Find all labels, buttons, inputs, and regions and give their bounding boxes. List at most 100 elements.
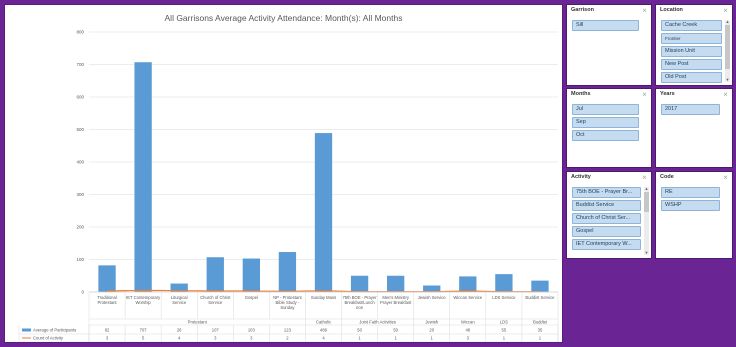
clear-filter-icon[interactable]: ⨯: [641, 175, 647, 181]
category-label: Men's Ministry Prayer Breakfast: [380, 295, 412, 305]
scrollbar[interactable]: ▲ ▼: [725, 20, 730, 82]
data-value-label: 4: [178, 336, 181, 341]
years-slicer: Years ⨯ 2017: [655, 88, 733, 168]
clear-filter-icon[interactable]: ⨯: [722, 175, 728, 181]
group-label: Protestant: [188, 320, 208, 325]
category-label: NP - Protestant Bible Study -Sunday: [273, 295, 302, 310]
slicer-item[interactable]: Frontier: [661, 33, 722, 44]
y-tick-label: 100: [76, 257, 84, 262]
slicer-item[interactable]: Oct: [572, 130, 639, 141]
y-tick-label: 300: [76, 192, 84, 197]
slicer-item[interactable]: Jul: [572, 104, 639, 115]
y-tick-label: 700: [76, 62, 84, 67]
scroll-up-icon[interactable]: ▲: [644, 186, 649, 191]
group-label: Jewish: [425, 320, 438, 325]
data-value-label: 26: [177, 328, 182, 333]
bar: [314, 133, 333, 292]
slicer-items: 2017: [661, 104, 720, 117]
slicer-item[interactable]: Church of Christ Ser...: [572, 213, 641, 224]
category-label: Church of Christ Service: [200, 295, 231, 305]
data-value-label: 707: [140, 328, 148, 333]
slicer-item[interactable]: WSHP: [661, 200, 720, 211]
data-value-label: 82: [105, 328, 110, 333]
slicer-title: Garrison: [571, 7, 594, 13]
series-line: [107, 289, 540, 293]
chart-title: All Garrisons Average Activity Attendanc…: [164, 13, 403, 23]
y-tick-label: 500: [76, 127, 84, 132]
category-label: Jewish Service: [418, 295, 447, 300]
bar: [242, 258, 261, 292]
bar: [206, 257, 224, 292]
legend-label: Count of Activity: [33, 336, 64, 341]
scroll-up-icon[interactable]: ▲: [725, 19, 730, 24]
category-label: Sunday Mass: [311, 295, 336, 300]
bar: [495, 274, 513, 292]
slicer-title: Code: [660, 174, 674, 180]
data-value-label: 5: [142, 336, 145, 341]
bar: [278, 252, 297, 292]
slicer-item[interactable]: 2017: [661, 104, 720, 115]
slicer-item[interactable]: Mission Unit: [661, 46, 722, 57]
category-label: Traditional Protestant: [97, 295, 117, 305]
slicer-item[interactable]: Old Post: [661, 72, 722, 83]
slicer-item[interactable]: 75th BOE - Prayer Br...: [572, 187, 641, 198]
location-slicer: Location ⨯ Cache Creek Frontier Mission …: [655, 4, 733, 86]
data-value-label: 3: [214, 336, 217, 341]
chart-svg: 0 100 200 300 400 500 600 700 800 Protestant Catho…: [18, 30, 559, 342]
clear-filter-icon[interactable]: ⨯: [641, 8, 647, 14]
garrison-slicer: Garrison ⨯ Sill: [566, 4, 652, 86]
y-tick-label: 0: [81, 290, 84, 295]
clear-filter-icon[interactable]: ⨯: [641, 92, 647, 98]
scrollbar[interactable]: ▲ ▼: [644, 187, 649, 255]
data-value-label: 2: [286, 336, 289, 341]
category-label: IET Contemporary Worship: [126, 295, 161, 305]
category-label: Buddist Service: [525, 295, 555, 300]
data-value-label: 50: [393, 328, 398, 333]
category-label: Liturgical Service: [171, 295, 188, 305]
slicer-item[interactable]: RE: [661, 187, 720, 198]
clear-filter-icon[interactable]: ⨯: [722, 8, 728, 14]
legend-swatch: [22, 328, 31, 332]
group-label: Joint Faith Activities: [359, 320, 396, 325]
bar: [459, 276, 477, 292]
bar: [386, 275, 405, 292]
clear-filter-icon[interactable]: ⨯: [722, 92, 728, 98]
scroll-down-icon[interactable]: ▼: [725, 77, 730, 82]
bar: [170, 283, 188, 292]
scroll-thumb[interactable]: [725, 25, 730, 69]
slicer-item[interactable]: IET Contemporary W...: [572, 239, 641, 250]
slicer-item[interactable]: Cache Creek: [661, 20, 722, 31]
slicer-title: Location: [660, 7, 683, 13]
slicer-title: Years: [660, 91, 675, 97]
slicer-items: Sill: [572, 20, 639, 33]
data-value-label: 55: [502, 328, 507, 333]
slicer-item[interactable]: Buddist Service: [572, 200, 641, 211]
slicer-item[interactable]: Sill: [572, 20, 639, 31]
y-tick-label: 800: [76, 30, 84, 35]
slicer-item[interactable]: New Post: [661, 59, 722, 70]
bar: [134, 62, 152, 292]
slicer-items: 75th BOE - Prayer Br... Buddist Service …: [572, 187, 641, 252]
months-slicer: Months ⨯ Jul Sep Oct: [566, 88, 652, 168]
activity-slicer: Activity ⨯ 75th BOE - Prayer Br... Buddi…: [566, 171, 652, 259]
y-tick-label: 600: [76, 95, 84, 100]
data-value-label: 3: [250, 336, 253, 341]
data-value-label: 35: [538, 328, 543, 333]
scroll-thumb[interactable]: [644, 192, 649, 212]
scroll-down-icon[interactable]: ▼: [644, 250, 649, 255]
data-value-label: 1: [431, 336, 434, 341]
slicer-title: Activity: [571, 174, 591, 180]
y-tick-label: 200: [76, 225, 84, 230]
data-value-label: 489: [320, 328, 328, 333]
data-value-label: 1: [503, 336, 506, 341]
category-label: 75th BOE - Prayer Breakfast/Lunch eon: [342, 295, 377, 310]
y-tick-label: 400: [76, 160, 84, 165]
group-label: LDS: [500, 320, 508, 325]
slicer-items: RE WSHP: [661, 187, 720, 213]
bar: [423, 285, 441, 292]
bar: [531, 280, 549, 292]
data-value-label: 3: [467, 336, 470, 341]
slicer-item[interactable]: Gospel: [572, 226, 641, 237]
data-value-label: 123: [284, 328, 292, 333]
slicer-item[interactable]: Sep: [572, 117, 639, 128]
